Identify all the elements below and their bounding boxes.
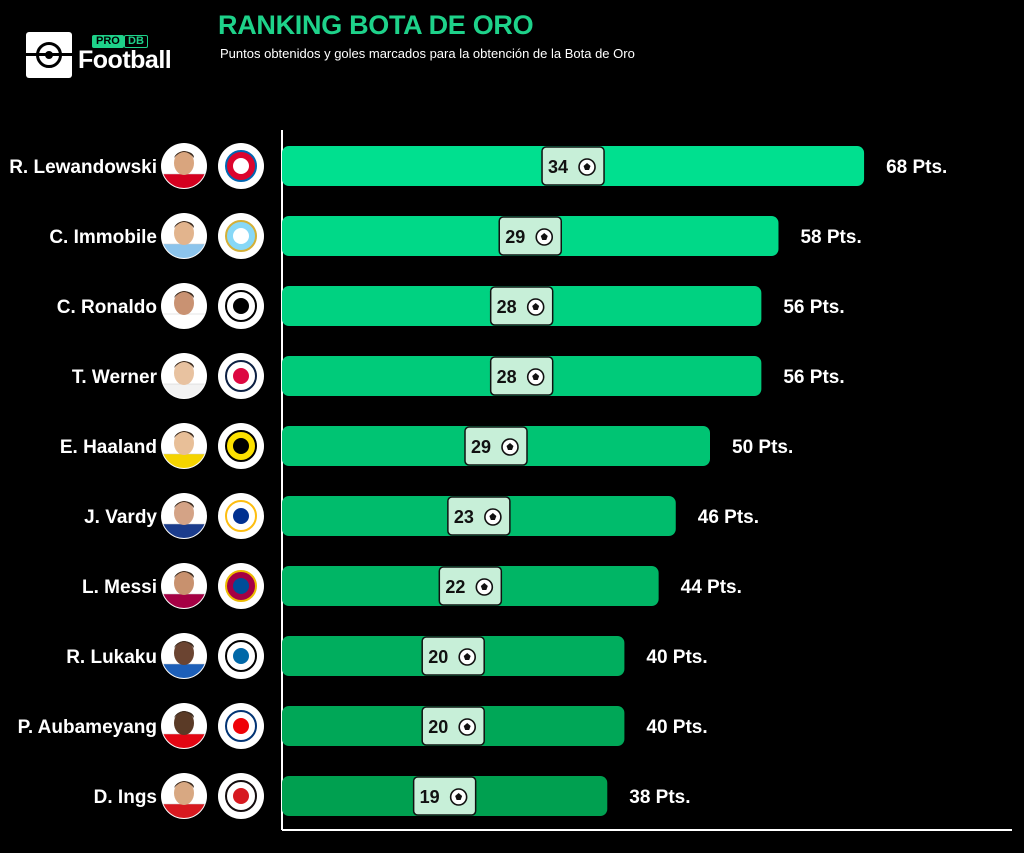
goals-value-label: 20	[428, 717, 448, 737]
player-name-label: R. Lewandowski	[9, 157, 157, 178]
goals-value-label: 29	[471, 437, 491, 457]
points-value-label: 40 Pts.	[646, 717, 707, 738]
points-value-label: 56 Pts.	[783, 367, 844, 388]
points-value-label: 44 Pts.	[681, 577, 742, 598]
soccer-ball-icon	[458, 648, 477, 666]
goals-value-label: 20	[428, 647, 448, 667]
goals-value-label: 28	[497, 297, 517, 317]
soccer-ball-icon	[535, 228, 554, 246]
player-name-label: D. Ings	[94, 787, 157, 808]
player-avatar-icon	[161, 213, 207, 259]
player-name-label: C. Ronaldo	[57, 297, 157, 318]
player-name-label: T. Werner	[72, 367, 158, 388]
player-name-label: J. Vardy	[84, 507, 157, 528]
goals-value-label: 29	[505, 227, 525, 247]
player-avatar-icon	[161, 633, 207, 679]
soccer-ball-icon	[526, 368, 545, 386]
player-avatar-icon	[161, 423, 207, 469]
points-value-label: 56 Pts.	[783, 297, 844, 318]
logo-wordmark: Football	[78, 46, 172, 74]
club-crest-icon	[218, 563, 264, 609]
chart-subtitle: Puntos obtenidos y goles marcados para l…	[220, 46, 635, 61]
player-avatar-icon	[161, 773, 207, 819]
goals-value-label: 34	[548, 157, 568, 177]
player-name-label: L. Messi	[82, 577, 157, 598]
player-name-label: C. Immobile	[49, 227, 157, 248]
club-crest-icon	[218, 703, 264, 749]
goals-value-label: 22	[445, 577, 465, 597]
soccer-ball-icon	[449, 788, 468, 806]
player-avatar-icon	[161, 493, 207, 539]
soccer-ball-icon	[484, 508, 502, 526]
soccer-ball-icon	[501, 438, 519, 456]
soccer-ball-icon	[578, 158, 596, 176]
club-crest-icon	[218, 353, 264, 399]
club-crest-icon	[218, 633, 264, 679]
prodb-football-logo: PRO DB Football	[26, 32, 188, 78]
player-name-label: P. Aubameyang	[18, 717, 157, 738]
goals-value-label: 28	[497, 367, 517, 387]
player-avatar-icon	[161, 283, 207, 329]
player-avatar-icon	[161, 353, 207, 399]
soccer-ball-icon	[526, 298, 545, 316]
soccer-ball-icon	[475, 578, 494, 596]
player-name-label: R. Lukaku	[66, 647, 157, 668]
points-value-label: 50 Pts.	[732, 437, 793, 458]
points-value-label: 58 Pts.	[800, 227, 861, 248]
chart-title: RANKING BOTA DE ORO	[218, 10, 534, 40]
club-crest-icon	[218, 283, 264, 329]
club-crest-icon	[218, 423, 264, 469]
goals-value-label: 19	[420, 787, 440, 807]
logo-icon	[26, 32, 72, 78]
player-avatar-icon	[161, 563, 207, 609]
points-value-label: 46 Pts.	[698, 507, 759, 528]
logo-db-text: DB	[124, 35, 148, 48]
logo-pro-text: PRO	[92, 35, 124, 48]
player-avatar-icon	[161, 703, 207, 749]
club-crest-icon	[218, 143, 264, 189]
soccer-ball-icon	[458, 718, 477, 736]
points-value-label: 40 Pts.	[646, 647, 707, 668]
player-name-label: E. Haaland	[60, 437, 157, 458]
points-value-label: 68 Pts.	[886, 157, 947, 178]
goals-value-label: 23	[454, 507, 474, 527]
club-crest-icon	[218, 493, 264, 539]
club-crest-icon	[218, 213, 264, 259]
player-avatar-icon	[161, 143, 207, 189]
points-value-label: 38 Pts.	[629, 787, 690, 808]
club-crest-icon	[218, 773, 264, 819]
